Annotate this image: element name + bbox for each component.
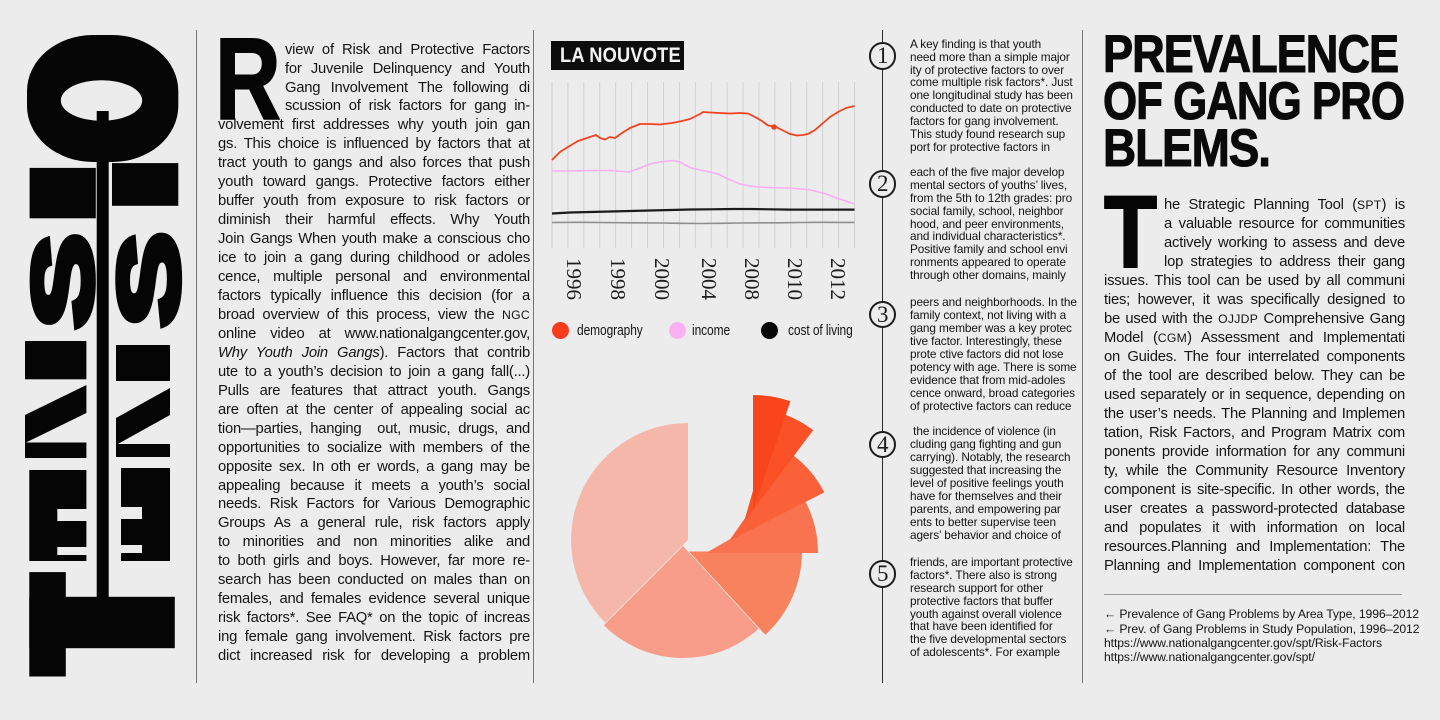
svg-text:2012: 2012 <box>826 258 850 300</box>
svg-text:S: S <box>101 232 197 327</box>
svg-text:2000: 2000 <box>650 258 674 300</box>
svg-text:1998: 1998 <box>606 258 630 300</box>
svg-text:2010: 2010 <box>783 258 807 300</box>
svg-text:2008: 2008 <box>740 258 764 300</box>
svg-text:1996: 1996 <box>562 258 586 300</box>
svg-text:2004: 2004 <box>697 258 721 301</box>
svg-text:S: S <box>16 234 111 329</box>
